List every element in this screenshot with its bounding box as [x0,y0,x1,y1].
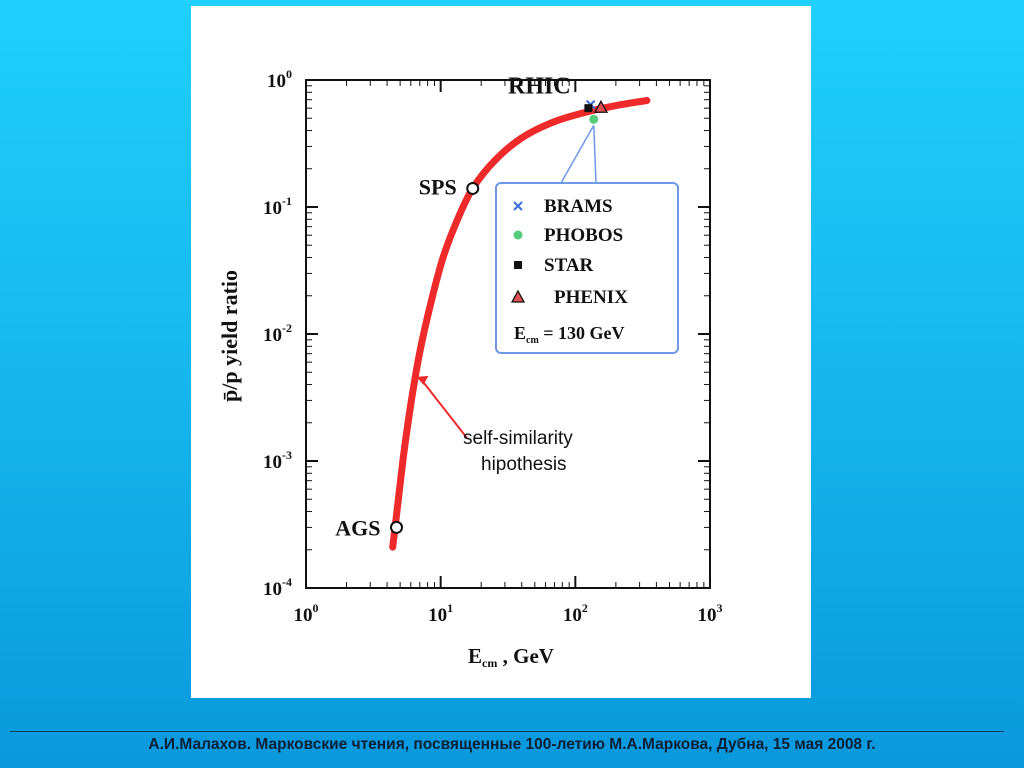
y-tick-label: 10-4 [263,575,292,600]
y-tick-label: 100 [267,67,292,92]
marker-star [584,104,593,113]
x-axis-title: Ecm , GeV [468,644,554,670]
x-tick-label: 103 [698,601,723,626]
legend-box [495,182,679,354]
y-tick-label: 10-2 [263,321,292,346]
data-markers [390,99,609,534]
legend-energy-note: Ecm = 130 GeV [514,323,625,346]
footer-divider [10,731,1004,732]
marker-ags [390,520,404,534]
marker-sps [466,181,480,195]
legend-phenix-marker [510,289,526,303]
chart-panel: 100 10-1 10-2 10-3 10-4 100 101 102 103 Ecm , GeV… [191,6,811,698]
curve-annotation-line1: self-similarity [463,428,573,449]
legend-star-marker [514,261,522,269]
legend-phobos-label: PHOBOS [544,225,623,246]
marker-phenix [593,99,609,113]
marker-phobos [589,114,599,124]
x-tick-label: 101 [428,601,453,626]
y-axis-title: p̄/p yield ratio [217,270,242,402]
curve-annotation-line2: hipothesis [481,454,567,475]
legend-star-label: STAR [544,255,594,276]
self-similarity-curve [389,97,651,551]
label-sps: SPS [419,174,457,199]
legend-phenix-label: PHENIX [554,287,628,308]
y-tick-label: 10-3 [263,448,292,473]
legend-brams-marker [513,201,523,211]
legend-brams-label: BRAMS [544,196,613,217]
curve-annotation-arrow [420,379,468,439]
curve-annotation-arrowhead [416,375,429,385]
label-rhic: RHIC [508,74,571,100]
x-tick-label: 102 [563,601,588,626]
y-tick-label: 10-1 [263,194,292,219]
legend-phobos-marker [513,230,523,240]
legend-callout-pointer [560,124,597,184]
x-tick-label: 100 [294,601,319,626]
footer-caption: А.И.Малахов. Марковские чтения, посвящен… [148,736,876,753]
label-ags: AGS [335,515,380,540]
